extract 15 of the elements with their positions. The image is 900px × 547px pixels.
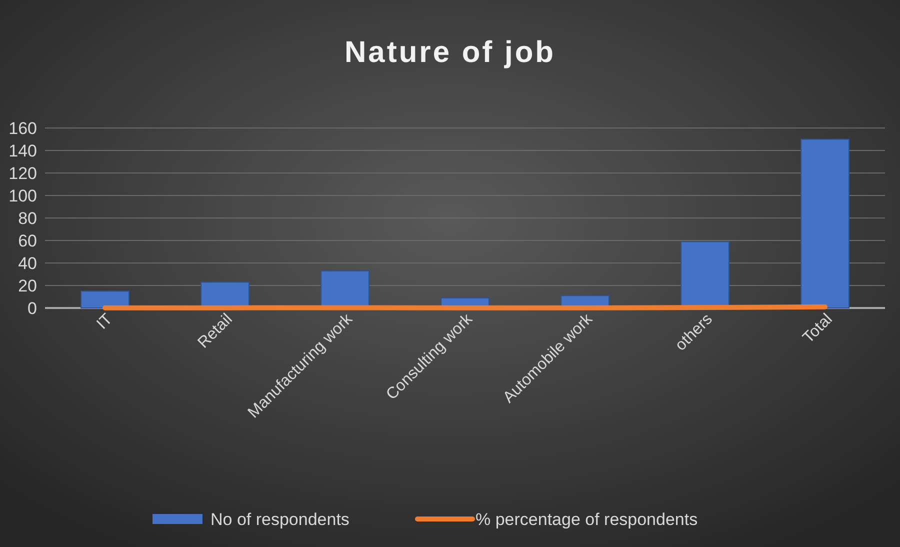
chart-title: Nature of job xyxy=(344,36,556,69)
y-tick-label: 40 xyxy=(18,254,37,273)
x-tick-label: IT xyxy=(94,310,116,333)
y-tick-label: 20 xyxy=(18,276,37,296)
legend-label: No of respondents xyxy=(210,510,350,529)
y-tick-label: 0 xyxy=(28,298,37,318)
y-tick-label: 80 xyxy=(18,208,37,228)
bar xyxy=(800,138,850,308)
y-tick-label: 140 xyxy=(8,141,37,160)
y-tick-label: 160 xyxy=(8,118,37,138)
y-tick-label: 120 xyxy=(8,164,37,183)
bar xyxy=(80,290,130,308)
y-tick-label: 100 xyxy=(8,186,37,206)
y-tick-label: 60 xyxy=(18,231,37,250)
legend-label: % percentage of respondents xyxy=(476,510,698,529)
